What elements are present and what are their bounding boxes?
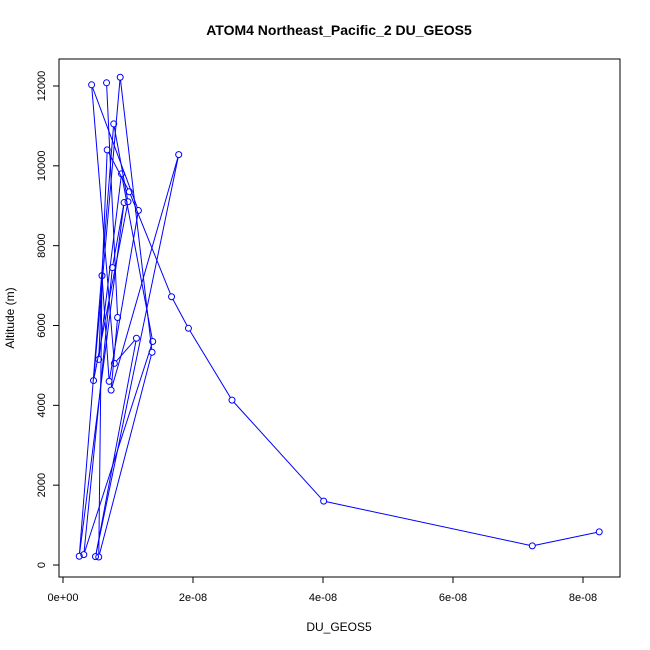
series-segment <box>172 299 188 326</box>
series-segment <box>93 204 128 378</box>
data-point <box>528 542 536 550</box>
series-segment <box>101 278 110 379</box>
data-point <box>114 314 122 322</box>
data-point <box>148 348 156 356</box>
data-point <box>88 81 96 89</box>
x-tick-label: 8e-08 <box>569 592 597 604</box>
data-point <box>110 120 118 128</box>
data-point <box>175 151 183 159</box>
data-point <box>92 553 99 561</box>
data-point <box>80 551 88 559</box>
data-point <box>124 198 132 206</box>
series-segment <box>111 157 179 388</box>
y-tick-label: 10000 <box>36 151 48 182</box>
y-axis-label: Altitude (m) <box>3 287 17 348</box>
data-point <box>120 199 128 207</box>
series-segment <box>91 87 115 361</box>
x-tick-label: 6e-08 <box>439 592 467 604</box>
data-point <box>75 552 83 560</box>
series-segment <box>115 340 135 362</box>
data-point <box>107 386 115 394</box>
data-point <box>132 334 140 342</box>
y-tick-label: 0 <box>36 562 48 568</box>
series-segment <box>129 194 171 295</box>
data-point <box>116 73 124 81</box>
data-point <box>149 337 157 345</box>
series-segment <box>535 531 597 546</box>
series-segment <box>120 80 153 350</box>
data-point <box>168 293 176 301</box>
x-axis: 0e+00 2e-08 4e-08 6e-08 8e-08 <box>48 576 597 604</box>
plot-frame <box>58 58 621 578</box>
series-segment <box>98 176 122 357</box>
data-point <box>228 396 236 404</box>
data-point <box>110 359 118 367</box>
data-point <box>98 272 106 280</box>
data-point <box>595 528 603 536</box>
series-segment <box>233 402 323 500</box>
data-point <box>184 324 192 332</box>
data-point <box>125 188 133 196</box>
series-segment <box>106 85 118 315</box>
data-point <box>95 355 103 363</box>
x-tick-label: 0e+00 <box>48 592 79 604</box>
series-layer <box>75 73 603 561</box>
x-axis-label: DU_GEOS5 <box>306 620 372 634</box>
series-segment <box>78 126 114 554</box>
data-point <box>90 377 98 385</box>
series-segment <box>326 501 530 546</box>
series-segment <box>110 320 118 388</box>
y-tick-label: 4000 <box>36 393 48 417</box>
x-tick-label: 2e-08 <box>179 592 207 604</box>
series-segment <box>99 355 152 555</box>
series-segment <box>98 278 103 555</box>
series-segment <box>95 341 137 554</box>
data-point <box>103 79 111 87</box>
data-point <box>134 207 142 215</box>
y-tick-label: 12000 <box>36 71 48 102</box>
series-segment <box>92 87 138 208</box>
chart-title: ATOM4 Northeast_Pacific_2 DU_GEOS5 <box>206 22 472 38</box>
y-axis: 0 2000 4000 6000 8000 10000 12000 <box>36 71 60 568</box>
data-point <box>105 377 113 385</box>
x-tick-label: 4e-08 <box>309 592 337 604</box>
data-point <box>103 146 111 154</box>
y-tick-label: 8000 <box>36 233 48 257</box>
y-tick-label: 6000 <box>36 313 48 337</box>
series-segment <box>93 80 121 378</box>
series-segment <box>95 157 179 554</box>
data-point <box>118 170 125 178</box>
y-tick-label: 2000 <box>36 473 48 497</box>
data-point <box>108 264 116 272</box>
series-segment <box>189 330 231 398</box>
data-point <box>320 497 328 505</box>
data-point <box>95 553 103 561</box>
